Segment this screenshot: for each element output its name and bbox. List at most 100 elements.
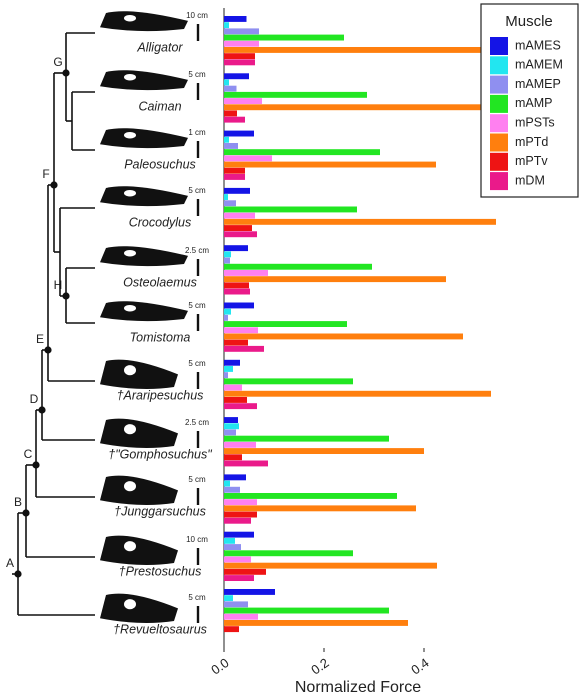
bar (224, 556, 251, 563)
bar (224, 441, 256, 448)
node-label: E (36, 332, 44, 346)
bar (224, 359, 240, 366)
tree-node (14, 570, 22, 578)
skull-silhouette (100, 128, 188, 149)
bar (224, 493, 397, 499)
tree-node (32, 461, 40, 469)
bar (224, 417, 238, 423)
bar (224, 282, 249, 289)
bar (224, 143, 238, 149)
bar (224, 116, 245, 123)
bar (224, 270, 268, 276)
node-label: C (24, 447, 33, 461)
bar (224, 263, 372, 270)
bar (224, 505, 416, 512)
bar (224, 47, 503, 53)
bar (224, 423, 239, 430)
bar (224, 288, 250, 295)
bar (224, 384, 242, 391)
bar (224, 397, 247, 403)
bar (224, 601, 248, 608)
legend-swatch (490, 133, 508, 152)
legend-label: mPTd (515, 135, 548, 149)
bar (224, 231, 257, 238)
tree-node (22, 509, 30, 517)
bar (224, 85, 237, 92)
bar (224, 104, 500, 111)
skull-silhouette (100, 301, 188, 322)
bar (224, 327, 258, 334)
bar (224, 251, 231, 258)
bar (224, 53, 255, 60)
skulls (100, 11, 188, 623)
bar (224, 174, 245, 180)
legend-label: mPTv (515, 154, 548, 168)
bar (224, 187, 250, 194)
bar (224, 276, 446, 283)
legend-swatch (490, 75, 508, 94)
bar (224, 79, 229, 86)
bar (224, 257, 230, 264)
bar (224, 245, 248, 252)
bar (224, 620, 408, 626)
bar (224, 98, 262, 104)
bar (224, 161, 436, 168)
bar (224, 544, 241, 550)
bar (224, 390, 491, 397)
legend: Muscle mAMES mAMEM mAMEP mAMP mPSTs mPTd mPTv mD… (480, 3, 579, 198)
taxon-name: Crocodylus (129, 215, 192, 229)
bar (224, 73, 249, 80)
scale-label: 10 cm (186, 11, 208, 20)
orbit (124, 14, 136, 22)
scale-label: 5 cm (188, 186, 206, 195)
bar (224, 339, 248, 346)
node-label: B (14, 495, 22, 509)
taxon-name: †Prestosuchus (119, 564, 202, 578)
bar (224, 110, 237, 117)
orbit (124, 424, 136, 435)
scale-label: 10 cm (186, 535, 208, 544)
taxon-name: †Araripesuchus (117, 388, 204, 402)
bar (224, 218, 496, 225)
bar (224, 486, 240, 493)
scale-label: 5 cm (188, 301, 206, 310)
skull-silhouette (100, 535, 178, 565)
skull-silhouette (100, 593, 178, 623)
scale-label: 2.5 cm (185, 246, 209, 255)
legend-label: mAMES (515, 38, 561, 52)
scale-label: 1 cm (188, 128, 206, 137)
bar (224, 460, 268, 467)
bar (224, 130, 254, 137)
tree-node (62, 69, 70, 77)
tree-node (50, 181, 58, 189)
bar (224, 16, 247, 22)
bar (224, 308, 231, 315)
bar (224, 345, 264, 352)
bar (224, 321, 347, 327)
bar (224, 562, 437, 569)
scale-label: 5 cm (188, 70, 206, 79)
scale-label: 5 cm (188, 593, 206, 602)
bar (224, 302, 254, 309)
scale-label: 5 cm (188, 359, 206, 368)
node-label: A (6, 556, 14, 570)
bar (224, 136, 229, 143)
tree-node (62, 292, 70, 300)
bar (224, 595, 233, 602)
bar (224, 22, 229, 29)
bar (224, 429, 236, 436)
x-tick-label: 0.4 (408, 655, 431, 678)
bar (224, 155, 272, 162)
orbit (124, 481, 136, 492)
scale-label: 2.5 cm (185, 418, 209, 427)
bar (224, 550, 353, 557)
node-label: D (30, 392, 39, 406)
orbit (124, 304, 136, 312)
taxon-name: Caiman (138, 99, 181, 113)
taxon-name: †"Gomphosuchus" (108, 447, 212, 461)
x-axis-title: Normalized Force (295, 679, 421, 696)
bar (224, 480, 230, 487)
legend-label: mAMP (515, 96, 553, 110)
skull-silhouette (100, 359, 178, 389)
